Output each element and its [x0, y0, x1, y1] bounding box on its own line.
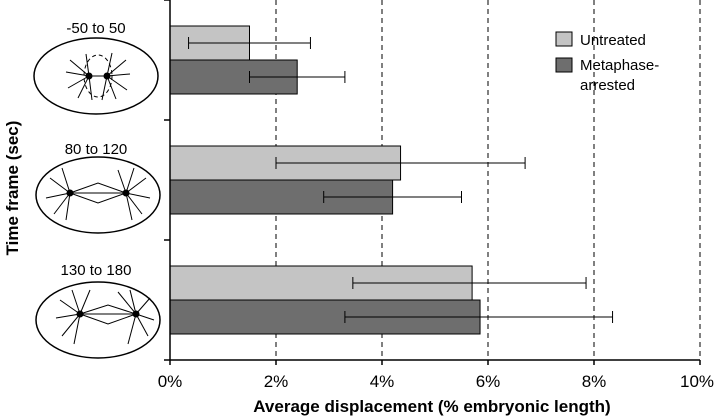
- legend-swatch-metaphase: [555, 57, 573, 73]
- x-tick-label-3: 6%: [476, 372, 501, 391]
- x-tick-label-1: 2%: [264, 372, 289, 391]
- category-label-0: -50 to 50: [66, 20, 125, 37]
- x-tick-label-5: 10%: [680, 372, 714, 391]
- x-tick-label-4: 8%: [582, 372, 607, 391]
- x-tick-label-0: 0%: [158, 372, 183, 391]
- legend-label-metaphase-line1: Metaphase-: [580, 57, 659, 74]
- category-label-2: 130 to 180: [61, 262, 132, 279]
- x-tick-label-2: 4%: [370, 372, 395, 391]
- y-axis-title: Time frame (sec): [3, 121, 22, 256]
- embryo-illustration-late-anaphase: [35, 281, 161, 359]
- legend-label-untreated: Untreated: [580, 32, 646, 49]
- legend-label-metaphase-line2: arrested: [580, 77, 635, 94]
- legend-swatch-untreated: [555, 31, 573, 47]
- x-axis-title: Average displacement (% embryonic length…: [253, 397, 610, 416]
- category-label-1: 80 to 120: [65, 141, 128, 158]
- embryo-illustration-metaphase: [33, 37, 159, 115]
- embryo-illustration-anaphase: [35, 156, 161, 234]
- legend: Untreated Metaphase- arrested: [555, 31, 659, 94]
